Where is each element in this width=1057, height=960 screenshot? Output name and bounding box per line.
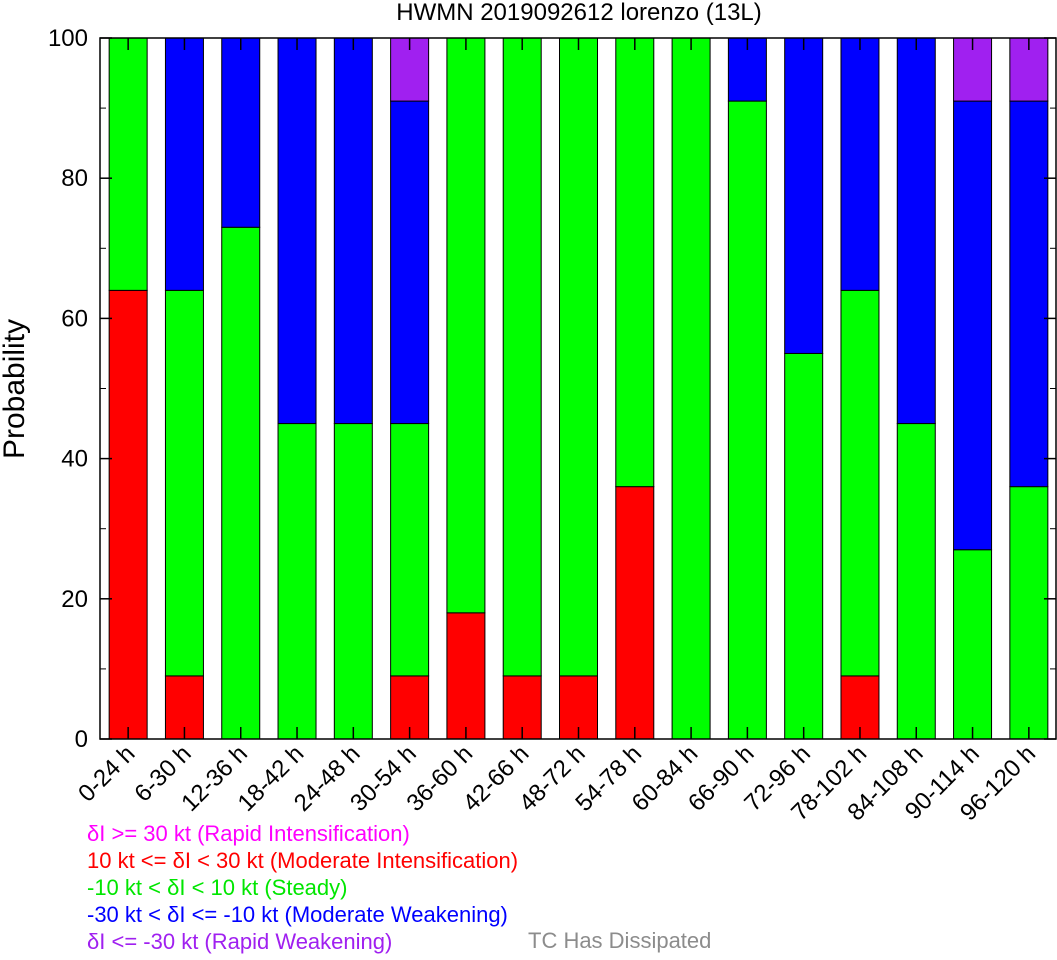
chart-title: HWMN 2019092612 lorenzo (13L) bbox=[396, 0, 762, 26]
bar-segment bbox=[896, 423, 936, 740]
bar-segment bbox=[277, 37, 317, 425]
bar-segment bbox=[221, 37, 261, 228]
bar-segment bbox=[333, 423, 373, 740]
y-tick-label: 80 bbox=[61, 165, 88, 192]
legend-item: -30 kt < δI <= -10 kt (Moderate Weakenin… bbox=[87, 902, 508, 927]
bar-segment bbox=[390, 100, 430, 425]
bar-segment bbox=[784, 37, 824, 354]
legend-item: 10 kt <= δI < 30 kt (Moderate Intensific… bbox=[87, 848, 519, 873]
legend: δI >= 30 kt (Rapid Intensification) 10 kt… bbox=[87, 820, 518, 955]
y-tick-label: 60 bbox=[61, 305, 88, 332]
y-tick-label: 0 bbox=[75, 726, 88, 753]
y-tick-label: 100 bbox=[48, 25, 88, 52]
bar-segment bbox=[896, 37, 936, 425]
bar-segment bbox=[1009, 37, 1049, 102]
bar-segment bbox=[333, 37, 373, 425]
legend-item: δI <= -30 kt (Rapid Weakening) bbox=[87, 929, 393, 954]
bar-segment bbox=[390, 423, 430, 677]
y-tick-label: 20 bbox=[61, 586, 88, 613]
bar-segment bbox=[108, 289, 148, 740]
y-tick-label: 40 bbox=[61, 446, 88, 473]
bar-segment bbox=[221, 226, 261, 740]
bar-segment bbox=[502, 37, 542, 677]
bar-segment bbox=[953, 100, 993, 551]
bar-segment bbox=[840, 289, 880, 677]
bar-segment bbox=[164, 289, 204, 677]
bar-segment bbox=[164, 37, 204, 291]
bar-segment bbox=[727, 100, 767, 740]
bar-segment bbox=[784, 352, 824, 740]
y-axis-label: Probability bbox=[0, 319, 31, 459]
bar-segment bbox=[615, 486, 655, 740]
bar-segment bbox=[559, 37, 598, 677]
bar-segment bbox=[446, 37, 486, 614]
bar-segment bbox=[953, 549, 993, 740]
bar-segment bbox=[615, 37, 655, 488]
bar-segment bbox=[108, 37, 148, 291]
legend-dissipated: TC Has Dissipated bbox=[528, 928, 712, 953]
bar-segment bbox=[1009, 486, 1049, 740]
bars-group bbox=[108, 37, 1049, 740]
bar-segment bbox=[671, 37, 711, 740]
bar-segment bbox=[277, 423, 317, 740]
legend-item: -10 kt < δI < 10 kt (Steady) bbox=[87, 875, 348, 900]
bar-segment bbox=[1009, 100, 1049, 488]
bar-segment bbox=[446, 612, 486, 740]
legend-item: δI >= 30 kt (Rapid Intensification) bbox=[87, 821, 410, 846]
bar-segment bbox=[840, 37, 880, 291]
